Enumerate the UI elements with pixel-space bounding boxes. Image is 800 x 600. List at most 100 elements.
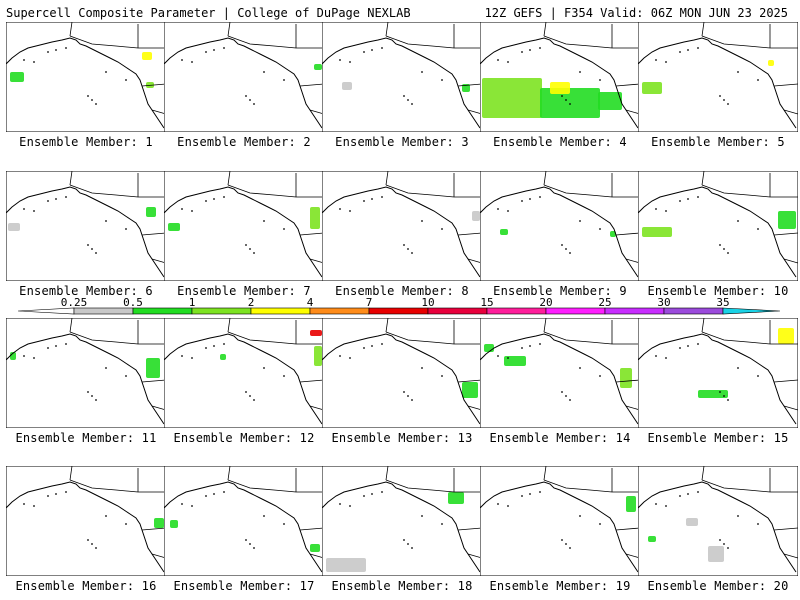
scp-shading xyxy=(220,354,226,360)
island xyxy=(665,61,667,63)
island xyxy=(47,347,49,349)
island xyxy=(95,103,97,105)
island xyxy=(181,355,183,357)
scp-shading xyxy=(642,227,672,237)
island xyxy=(283,375,285,377)
island xyxy=(339,355,341,357)
island xyxy=(569,547,571,549)
island xyxy=(339,208,341,210)
island xyxy=(91,543,93,545)
ensemble-member-label: Ensemble Member: 14 xyxy=(489,431,631,445)
colorbar-tick-label: 4 xyxy=(306,296,314,309)
island xyxy=(105,71,107,73)
island xyxy=(105,220,107,222)
political-border xyxy=(457,83,482,87)
scp-shading xyxy=(342,82,352,90)
island xyxy=(245,391,247,393)
island xyxy=(91,395,93,397)
island xyxy=(191,505,193,507)
island xyxy=(655,208,657,210)
political-border xyxy=(457,232,482,236)
colorbar-upper-arrow xyxy=(722,307,781,315)
island xyxy=(263,367,265,369)
scp-shading xyxy=(472,211,480,221)
colorbar-tick-label: 10 xyxy=(421,296,435,309)
island xyxy=(371,493,373,495)
ensemble-member-panel-2: Ensemble Member: 2 xyxy=(164,22,324,154)
ensemble-member-map-18 xyxy=(322,466,482,576)
island xyxy=(349,357,351,359)
scp-shading xyxy=(626,496,636,512)
colorbar-tick-label: 7 xyxy=(365,296,373,309)
scp-shading xyxy=(778,328,794,344)
island xyxy=(105,515,107,517)
island xyxy=(507,505,509,507)
island xyxy=(403,391,405,393)
political-border xyxy=(701,466,705,481)
island xyxy=(87,539,89,541)
island xyxy=(253,547,255,549)
colorbar-tick-label: 0.25 xyxy=(60,296,88,309)
ensemble-member-label: Ensemble Member: 20 xyxy=(647,579,789,593)
political-border xyxy=(299,232,324,236)
island xyxy=(561,391,563,393)
island xyxy=(363,200,365,202)
political-border xyxy=(299,379,324,383)
ensemble-member-label: Ensemble Member: 11 xyxy=(15,431,157,445)
island xyxy=(679,200,681,202)
island xyxy=(665,210,667,212)
island xyxy=(521,347,523,349)
island xyxy=(521,495,523,497)
island xyxy=(47,200,49,202)
political-border xyxy=(783,553,798,559)
ensemble-member-map-16 xyxy=(6,466,166,576)
island xyxy=(507,61,509,63)
political-border xyxy=(69,171,73,186)
island xyxy=(191,210,193,212)
island xyxy=(283,523,285,525)
island xyxy=(687,198,689,200)
island xyxy=(407,99,409,101)
political-border xyxy=(299,83,324,87)
ensemble-member-panel-20: Ensemble Member: 20 xyxy=(638,466,798,598)
colorbar-tick-label: 35 xyxy=(716,296,730,309)
map-frame xyxy=(638,171,798,281)
island xyxy=(723,543,725,545)
political-border xyxy=(701,35,798,49)
island xyxy=(263,71,265,73)
political-border xyxy=(543,466,547,481)
island xyxy=(507,210,509,212)
map-frame xyxy=(164,466,324,576)
scp-shading xyxy=(598,92,622,110)
ensemble-member-label: Ensemble Member: 17 xyxy=(173,579,315,593)
island xyxy=(655,355,657,357)
map-frame xyxy=(480,466,640,576)
political-border xyxy=(227,171,231,186)
island xyxy=(249,395,251,397)
scp-shading xyxy=(310,544,320,552)
colorbar-tick-label: 25 xyxy=(598,296,612,309)
island xyxy=(91,99,93,101)
coastline xyxy=(164,333,323,425)
ensemble-member-panel-7: Ensemble Member: 7 xyxy=(164,171,324,303)
political-border xyxy=(543,171,547,186)
island xyxy=(23,59,25,61)
ensemble-member-panel-9: Ensemble Member: 9 xyxy=(480,171,640,303)
political-border xyxy=(773,232,798,236)
coastline xyxy=(322,186,481,278)
ensemble-member-label: Ensemble Member: 4 xyxy=(493,135,627,149)
map-frame xyxy=(322,22,482,132)
political-border xyxy=(385,35,482,49)
colorbar-segment xyxy=(604,307,665,315)
island xyxy=(569,103,571,105)
coastline xyxy=(638,186,797,278)
political-border xyxy=(141,527,166,531)
political-border xyxy=(543,184,640,198)
political-border xyxy=(457,527,482,531)
island xyxy=(719,95,721,97)
island xyxy=(655,59,657,61)
scp-shading xyxy=(8,223,20,231)
ensemble-member-panel-11: Ensemble Member: 11 xyxy=(6,318,166,450)
island xyxy=(665,505,667,507)
political-border xyxy=(69,331,166,345)
